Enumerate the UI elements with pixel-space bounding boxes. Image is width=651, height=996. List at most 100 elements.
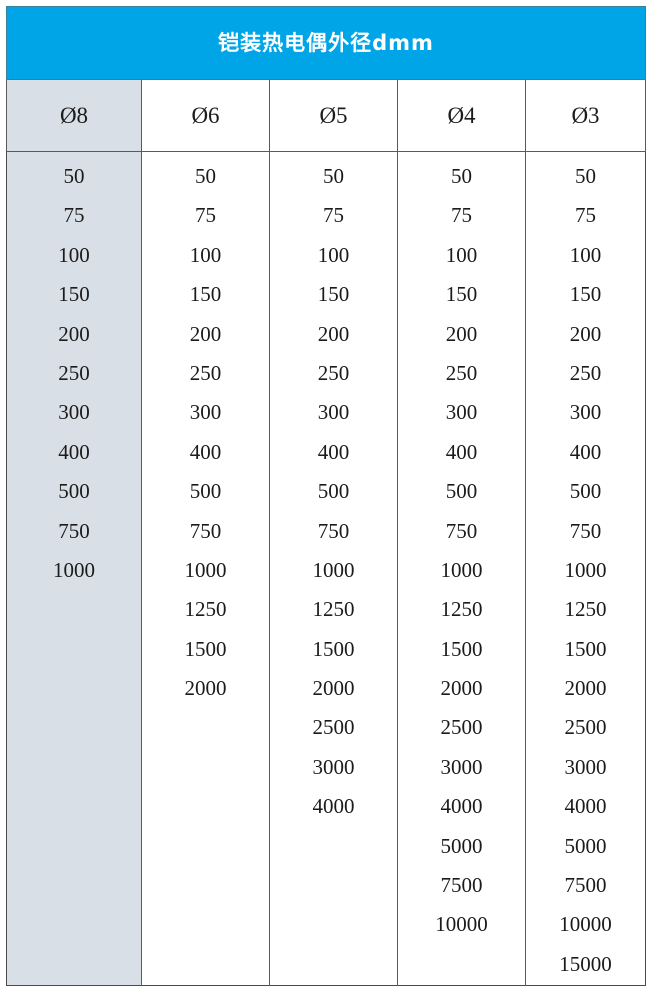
table-cell: 2500 — [312, 715, 355, 740]
page-title: 铠装热电偶外径dmm — [218, 31, 434, 55]
column-cells-diameter-4: 50 75 100 150 200 250 300 400 500 750 1000 1250 1500… — [397, 151, 526, 986]
column-cells-diameter-5: 50 75 100 150 200 250 300 400 500 750 1000 1250 1500… — [269, 151, 398, 986]
table-cell: 1500 — [440, 636, 483, 661]
table-cell: 4000 — [564, 794, 607, 819]
table-cell: 2000 — [564, 676, 607, 701]
table-cell: 750 — [58, 518, 90, 543]
value-stack: 50 75 100 150 200 250 300 400 500 750 1000 — [7, 152, 141, 590]
column-header-diameter-6: Ø6 — [141, 79, 270, 152]
table-title-bar: 铠装热电偶外径dmm — [6, 6, 646, 80]
table-cell: 500 — [445, 479, 478, 504]
table-cell: 5000 — [440, 833, 483, 858]
table-cell: 200 — [189, 321, 222, 346]
table-cell: 3000 — [440, 754, 483, 779]
table-cell: 50 — [451, 164, 472, 188]
table-cell: 50 — [63, 164, 85, 188]
table-cell: 1000 — [440, 557, 483, 582]
table-cell: 1000 — [564, 557, 607, 582]
table-cell: 1250 — [312, 597, 355, 622]
table-cell: 150 — [58, 282, 90, 307]
table-cell: 200 — [317, 321, 350, 346]
table-cell: 100 — [569, 242, 602, 267]
column-header-diameter-3: Ø3 — [525, 79, 646, 152]
table-cell: 75 — [323, 203, 344, 228]
table-cell: 750 — [569, 518, 602, 543]
table-cell: 150 — [189, 282, 222, 307]
table-cell: 400 — [189, 439, 222, 464]
column-cells-diameter-8: 50 75 100 150 200 250 300 400 500 750 1000 — [6, 151, 142, 986]
table-cell: 250 — [569, 360, 602, 385]
table-cell: 300 — [189, 400, 222, 425]
table-cell: 500 — [317, 479, 350, 504]
table-cell: 200 — [445, 321, 478, 346]
table-cell: 1250 — [184, 597, 227, 622]
table-cell: 150 — [445, 282, 478, 307]
table-cell: 75 — [195, 203, 216, 228]
value-stack: 50 75 100 150 200 250 300 400 500 750 1000 1250 1500… — [270, 152, 397, 827]
column-cells-diameter-6: 50 75 100 150 200 250 300 400 500 750 1000 1250 1500… — [141, 151, 270, 986]
table-cell: 1000 — [312, 557, 355, 582]
table-cell: 100 — [317, 242, 350, 267]
table-cell: 100 — [189, 242, 222, 267]
table-cell: 150 — [569, 282, 602, 307]
table-cell: 1500 — [312, 636, 355, 661]
table-cell: 1000 — [53, 557, 95, 582]
table-cell: 10000 — [435, 912, 488, 937]
value-stack: 50 75 100 150 200 250 300 400 500 750 1000 1250 1500… — [142, 152, 269, 708]
table-cell: 7500 — [564, 873, 607, 898]
table-cell: 2000 — [440, 676, 483, 701]
table-cell: 750 — [189, 518, 222, 543]
table-cell: 3000 — [312, 754, 355, 779]
table-cell: 250 — [317, 360, 350, 385]
value-stack: 50 75 100 150 200 250 300 400 500 750 1000 1250 1500… — [398, 152, 525, 945]
table-cell: 400 — [569, 439, 602, 464]
armored-thermocouple-length-table: 铠装热电偶外径dmm Ø8 Ø6 Ø5 Ø4 Ø3 50 75 100 150 200 2… — [6, 6, 646, 986]
table-cell: 50 — [195, 164, 216, 188]
table-cell: 250 — [58, 360, 90, 385]
table-cell: 400 — [445, 439, 478, 464]
table-cell: 2000 — [312, 676, 355, 701]
table-cell: 500 — [58, 479, 90, 504]
table-cell: 750 — [317, 518, 350, 543]
column-header-diameter-4: Ø4 — [397, 79, 526, 152]
table-cell: 750 — [445, 518, 478, 543]
table-cell: 1250 — [440, 597, 483, 622]
table-cell: 400 — [58, 439, 90, 464]
table-cell: 300 — [445, 400, 478, 425]
table-cell: 250 — [445, 360, 478, 385]
table-cell: 4000 — [440, 794, 483, 819]
table-cell: 400 — [317, 439, 350, 464]
table-cell: 1000 — [184, 557, 227, 582]
table-cell: 50 — [575, 164, 596, 188]
table-cell: 100 — [445, 242, 478, 267]
table-cell: 5000 — [564, 833, 607, 858]
table-cell: 75 — [451, 203, 472, 228]
table-cell: 75 — [63, 203, 85, 228]
table-cell: 250 — [189, 360, 222, 385]
column-header-diameter-5: Ø5 — [269, 79, 398, 152]
table-cell: 1250 — [564, 597, 607, 622]
table-cell: 200 — [58, 321, 90, 346]
table-cell: 300 — [569, 400, 602, 425]
table-cell: 500 — [189, 479, 222, 504]
table-cell: 500 — [569, 479, 602, 504]
table-cell: 200 — [569, 321, 602, 346]
table-cell: 300 — [58, 400, 90, 425]
table-cell: 10000 — [559, 912, 612, 937]
column-header-row: Ø8 Ø6 Ø5 Ø4 Ø3 — [6, 79, 646, 152]
table-cell: 1500 — [564, 636, 607, 661]
table-cell: 150 — [317, 282, 350, 307]
table-cell: 3000 — [564, 754, 607, 779]
table-cell: 50 — [323, 164, 344, 188]
column-header-diameter-8: Ø8 — [6, 79, 142, 152]
column-cells-diameter-3: 50 75 100 150 200 250 300 400 500 750 1000 1250 1500… — [525, 151, 646, 986]
title-row: 铠装热电偶外径dmm — [6, 6, 646, 80]
table-cell: 2500 — [564, 715, 607, 740]
table-cell: 4000 — [312, 794, 355, 819]
value-stack: 50 75 100 150 200 250 300 400 500 750 1000 1250 1500… — [526, 152, 645, 984]
table-cell: 300 — [317, 400, 350, 425]
table-cell: 100 — [58, 242, 90, 267]
table-cell: 75 — [575, 203, 596, 228]
table-cell: 1500 — [184, 636, 227, 661]
